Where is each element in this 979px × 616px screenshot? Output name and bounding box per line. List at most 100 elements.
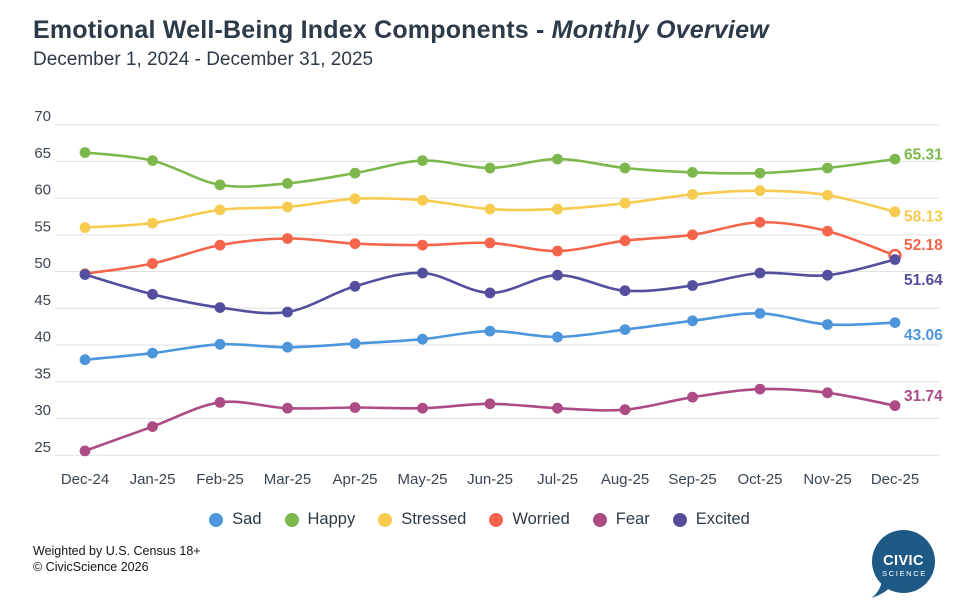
point-stressed-Nov-25[interactable] <box>822 189 833 201</box>
point-worried-Nov-25[interactable] <box>822 225 833 237</box>
point-sad-Mar-25[interactable] <box>282 341 293 353</box>
point-fear-Mar-25[interactable] <box>282 402 293 414</box>
point-excited-Jan-25[interactable] <box>147 288 158 300</box>
point-sad-Nov-25[interactable] <box>822 319 833 330</box>
legend-item-sad[interactable]: Sad <box>209 510 262 529</box>
point-fear-Aug-25[interactable] <box>619 404 631 416</box>
x-tick-label-Mar-25: Mar-25 <box>264 471 312 488</box>
point-worried-Jul-25[interactable] <box>552 245 563 257</box>
y-tick-label-40: 40 <box>34 329 51 346</box>
point-stressed-Jun-25[interactable] <box>484 203 496 215</box>
point-fear-Oct-25[interactable] <box>754 383 766 395</box>
point-excited-Mar-25[interactable] <box>282 306 293 318</box>
point-sad-Dec-24[interactable] <box>79 354 91 366</box>
chart-date-range: December 1, 2024 - December 31, 2025 <box>33 49 374 70</box>
point-sad-Oct-25[interactable] <box>754 308 766 319</box>
point-happy-Dec-24[interactable] <box>79 147 91 158</box>
legend-item-fear[interactable]: Fear <box>592 510 650 529</box>
y-tick-label-65: 65 <box>34 145 51 162</box>
point-excited-Jun-25[interactable] <box>484 287 496 299</box>
point-excited-Dec-25[interactable] <box>889 254 901 265</box>
point-stressed-May-25[interactable] <box>417 194 428 206</box>
point-happy-Oct-25[interactable] <box>754 167 766 179</box>
point-excited-Feb-25[interactable] <box>214 302 226 313</box>
point-happy-Jun-25[interactable] <box>484 162 496 174</box>
point-worried-Jan-25[interactable] <box>147 258 158 269</box>
point-happy-Jul-25[interactable] <box>552 153 563 165</box>
point-happy-Jan-25[interactable] <box>147 155 158 167</box>
point-excited-Oct-25[interactable] <box>754 267 766 279</box>
point-happy-Apr-25[interactable] <box>349 167 361 179</box>
point-excited-Apr-25[interactable] <box>349 280 361 292</box>
point-stressed-Dec-25[interactable] <box>889 206 901 218</box>
point-worried-Aug-25[interactable] <box>619 235 631 247</box>
chart-title-emphasis: Monthly Overview <box>551 16 769 44</box>
point-happy-Sep-25[interactable] <box>687 167 698 178</box>
point-fear-Jun-25[interactable] <box>484 398 496 410</box>
point-stressed-Aug-25[interactable] <box>619 197 631 209</box>
point-fear-Jul-25[interactable] <box>552 402 563 414</box>
point-stressed-Jul-25[interactable] <box>552 203 563 215</box>
point-fear-Feb-25[interactable] <box>214 397 226 408</box>
point-sad-Aug-25[interactable] <box>619 324 631 335</box>
point-stressed-Jan-25[interactable] <box>147 217 158 229</box>
point-happy-Aug-25[interactable] <box>619 162 631 174</box>
point-fear-Jan-25[interactable] <box>147 421 158 432</box>
point-stressed-Mar-25[interactable] <box>282 201 293 213</box>
point-worried-Apr-25[interactable] <box>349 238 361 250</box>
point-sad-May-25[interactable] <box>417 333 428 345</box>
point-happy-May-25[interactable] <box>417 155 428 167</box>
point-fear-Apr-25[interactable] <box>349 402 361 413</box>
point-sad-Jan-25[interactable] <box>147 347 158 359</box>
point-excited-Sep-25[interactable] <box>687 280 698 291</box>
legend-swatch-stressed <box>378 512 393 527</box>
point-excited-Jul-25[interactable] <box>552 269 563 281</box>
point-stressed-Feb-25[interactable] <box>214 204 226 216</box>
chart-title-main: Emotional Well-Being Index Components - <box>33 16 552 44</box>
y-tick-label-50: 50 <box>34 255 51 272</box>
x-tick-label-May-25: May-25 <box>397 471 447 488</box>
point-sad-Sep-25[interactable] <box>687 315 698 327</box>
point-stressed-Dec-24[interactable] <box>79 222 91 233</box>
y-tick-label-70: 70 <box>34 108 51 125</box>
legend-item-happy[interactable]: Happy <box>284 510 355 529</box>
point-happy-Feb-25[interactable] <box>214 179 226 191</box>
point-worried-Feb-25[interactable] <box>214 239 226 251</box>
point-excited-Aug-25[interactable] <box>619 285 631 297</box>
legend-label-excited: Excited <box>695 510 750 528</box>
point-worried-May-25[interactable] <box>417 239 428 251</box>
point-sad-Apr-25[interactable] <box>349 338 361 349</box>
civicscience-logo: CIVIC SCIENCE <box>868 528 938 602</box>
point-worried-Jun-25[interactable] <box>484 237 496 249</box>
y-tick-label-30: 30 <box>34 402 51 419</box>
point-stressed-Oct-25[interactable] <box>754 185 766 197</box>
point-worried-Oct-25[interactable] <box>754 216 766 228</box>
point-excited-Nov-25[interactable] <box>822 269 833 281</box>
y-tick-label-35: 35 <box>34 365 51 382</box>
x-tick-label-Feb-25: Feb-25 <box>196 471 244 488</box>
point-sad-Jul-25[interactable] <box>552 331 563 343</box>
point-worried-Mar-25[interactable] <box>282 233 293 244</box>
point-excited-May-25[interactable] <box>417 267 428 279</box>
point-fear-Dec-25[interactable] <box>889 400 901 412</box>
point-excited-Dec-24[interactable] <box>79 269 91 280</box>
point-fear-Nov-25[interactable] <box>822 387 833 399</box>
point-sad-Dec-25[interactable] <box>889 317 901 328</box>
point-stressed-Sep-25[interactable] <box>687 189 698 200</box>
point-fear-May-25[interactable] <box>417 402 428 414</box>
legend-item-worried[interactable]: Worried <box>489 510 570 529</box>
point-happy-Dec-25[interactable] <box>889 153 901 165</box>
point-happy-Mar-25[interactable] <box>282 178 293 189</box>
point-fear-Dec-24[interactable] <box>79 445 91 457</box>
point-sad-Jun-25[interactable] <box>484 325 496 337</box>
x-tick-label-Jun-25: Jun-25 <box>467 471 513 488</box>
point-happy-Nov-25[interactable] <box>822 162 833 174</box>
point-worried-Sep-25[interactable] <box>687 229 698 241</box>
point-sad-Feb-25[interactable] <box>214 338 226 350</box>
x-tick-label-Nov-25: Nov-25 <box>803 471 851 488</box>
legend-item-excited[interactable]: Excited <box>672 510 750 529</box>
point-stressed-Apr-25[interactable] <box>349 193 361 205</box>
point-fear-Sep-25[interactable] <box>687 391 698 403</box>
legend-item-stressed[interactable]: Stressed <box>378 510 466 529</box>
